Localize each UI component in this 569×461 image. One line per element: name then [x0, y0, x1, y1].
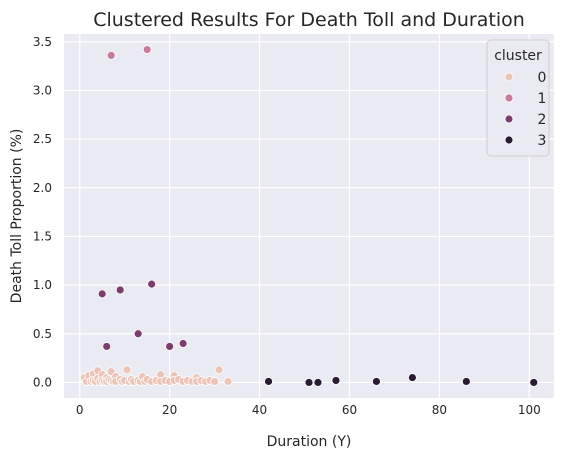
data-point-cluster-2 [97, 289, 107, 299]
legend-marker [504, 72, 514, 82]
x-tick-label: 60 [342, 403, 357, 417]
data-point-cluster-0 [210, 377, 219, 386]
data-point-cluster-2 [165, 342, 175, 351]
x-tick-label: 40 [252, 403, 267, 417]
data-points [79, 45, 539, 387]
x-tick-label: 80 [432, 403, 447, 417]
y-tick-label: 0.5 [33, 327, 52, 341]
data-point-cluster-0 [122, 365, 132, 375]
data-point-cluster-0 [223, 377, 233, 386]
x-tick-label: 20 [162, 403, 177, 417]
data-point-cluster-3 [407, 373, 417, 382]
legend: cluster 0 1 2 3 [486, 39, 550, 157]
data-point-cluster-3 [461, 377, 471, 386]
y-tick-label: 3.5 [33, 35, 52, 49]
plot-background [64, 34, 554, 398]
y-tick-label: 1.5 [33, 229, 52, 243]
x-tick-labels: 0 20 40 60 80 100 [76, 403, 541, 417]
data-point-cluster-2 [102, 342, 112, 351]
y-tick-label: 3.0 [33, 83, 52, 97]
chart-title: Clustered Results For Death Toll and Dur… [93, 9, 525, 31]
data-point-cluster-2 [115, 285, 125, 295]
legend-label: 1 [538, 91, 547, 107]
data-point-cluster-3 [264, 377, 273, 386]
data-point-cluster-3 [304, 378, 314, 387]
data-point-cluster-1 [106, 51, 116, 60]
legend-label: 3 [538, 133, 547, 149]
x-tick-label: 0 [76, 403, 84, 417]
y-tick-labels: 0.0 0.5 1.0 1.5 2.0 2.5 3.0 3.5 [33, 35, 52, 390]
legend-label: 0 [538, 70, 547, 86]
y-tick-label: 1.0 [33, 278, 52, 292]
legend-marker [504, 93, 514, 103]
legend-marker [504, 114, 514, 124]
data-point-cluster-3 [313, 378, 323, 387]
data-point-cluster-1 [142, 45, 152, 54]
y-axis-label: Death Toll Proportion (%) [9, 129, 25, 304]
data-point-cluster-3 [529, 378, 539, 387]
data-point-cluster-2 [133, 329, 143, 339]
x-tick-label: 100 [518, 403, 541, 417]
legend-box [486, 39, 550, 157]
x-axis-label: Duration (Y) [267, 434, 352, 450]
legend-items: 0 1 2 3 [504, 70, 547, 149]
data-point-cluster-2 [147, 279, 157, 289]
data-point-cluster-0 [214, 365, 224, 375]
data-point-cluster-3 [331, 376, 341, 385]
data-point-cluster-3 [372, 377, 381, 386]
legend-label: 2 [538, 112, 547, 128]
y-tick-label: 2.5 [33, 132, 52, 146]
y-tick-label: 0.0 [33, 375, 52, 389]
data-point-cluster-2 [178, 339, 188, 348]
legend-marker [504, 135, 514, 145]
y-tick-label: 2.0 [33, 181, 52, 195]
legend-title: cluster [494, 48, 542, 64]
